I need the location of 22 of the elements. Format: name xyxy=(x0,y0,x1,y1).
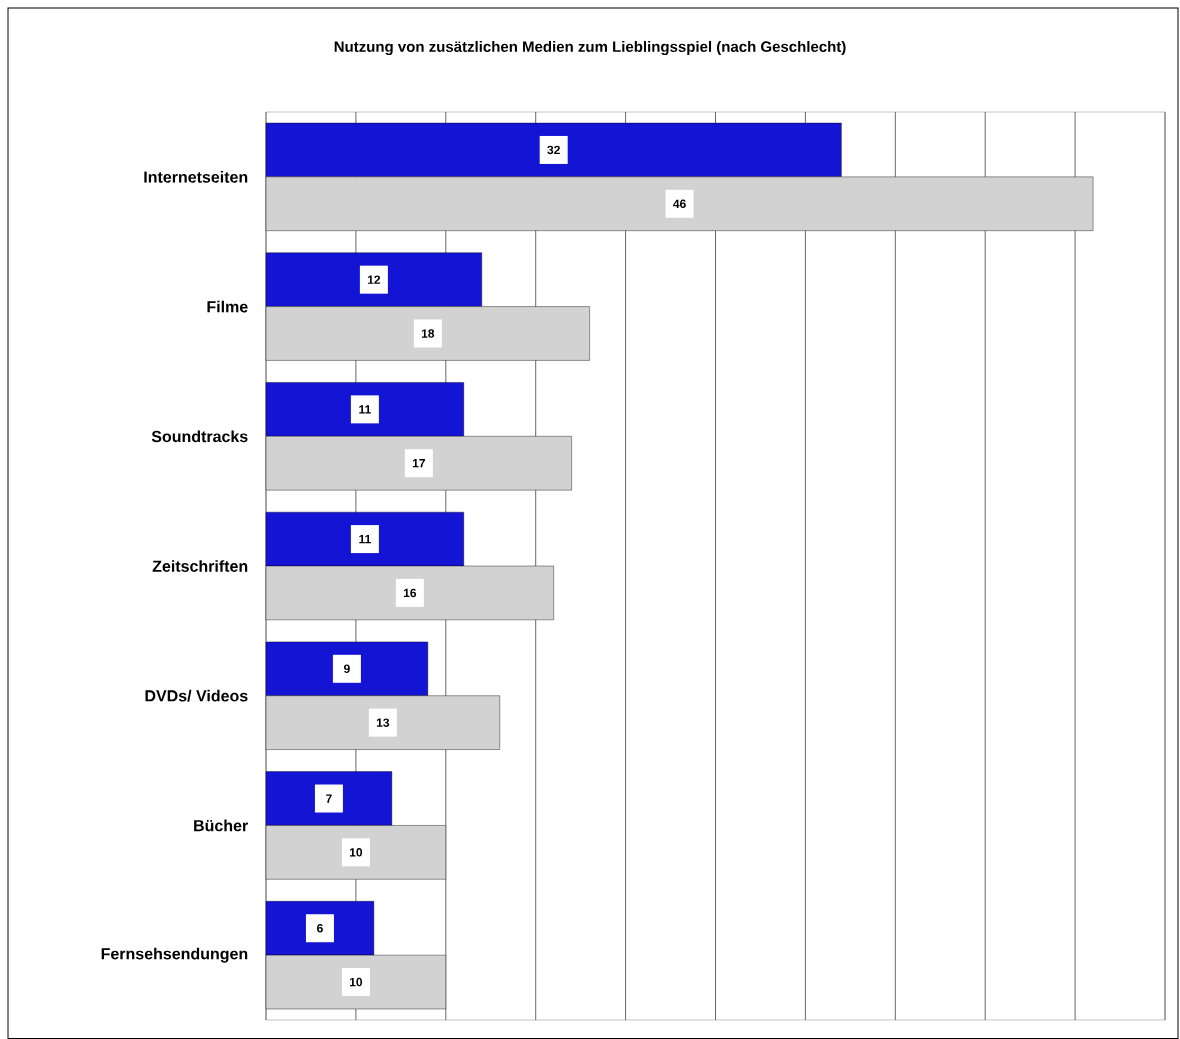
data-label: 32 xyxy=(547,145,560,155)
y-tick-label: Filme xyxy=(207,300,248,313)
data-label: 13 xyxy=(376,718,390,727)
data-label: 46 xyxy=(673,199,686,209)
data-label: 17 xyxy=(412,459,425,468)
data-label: 10 xyxy=(349,848,363,857)
data-label: 12 xyxy=(367,275,381,284)
data-label: 16 xyxy=(403,588,417,598)
y-tick-label: Bücher xyxy=(194,819,248,832)
y-tick-label: Internetseiten xyxy=(144,170,248,183)
data-label: 18 xyxy=(421,329,435,338)
data-label: 11 xyxy=(359,534,371,544)
y-tick-label: DVDs/ Videos xyxy=(145,689,248,702)
data-label: 6 xyxy=(317,923,323,933)
y-tick-label: Soundtracks xyxy=(151,430,248,443)
chart-title: Nutzung von zusätzlichen Medien zum Lieblingsspiel (nach Geschlecht) xyxy=(334,40,846,56)
data-label: 11 xyxy=(359,405,371,414)
y-tick-label: Fernsehsendungen xyxy=(101,947,248,963)
data-label: 9 xyxy=(344,664,350,674)
y-tick-label: Zeitschriften xyxy=(152,560,248,572)
data-label: 7 xyxy=(326,794,332,803)
data-label: 10 xyxy=(349,977,363,987)
